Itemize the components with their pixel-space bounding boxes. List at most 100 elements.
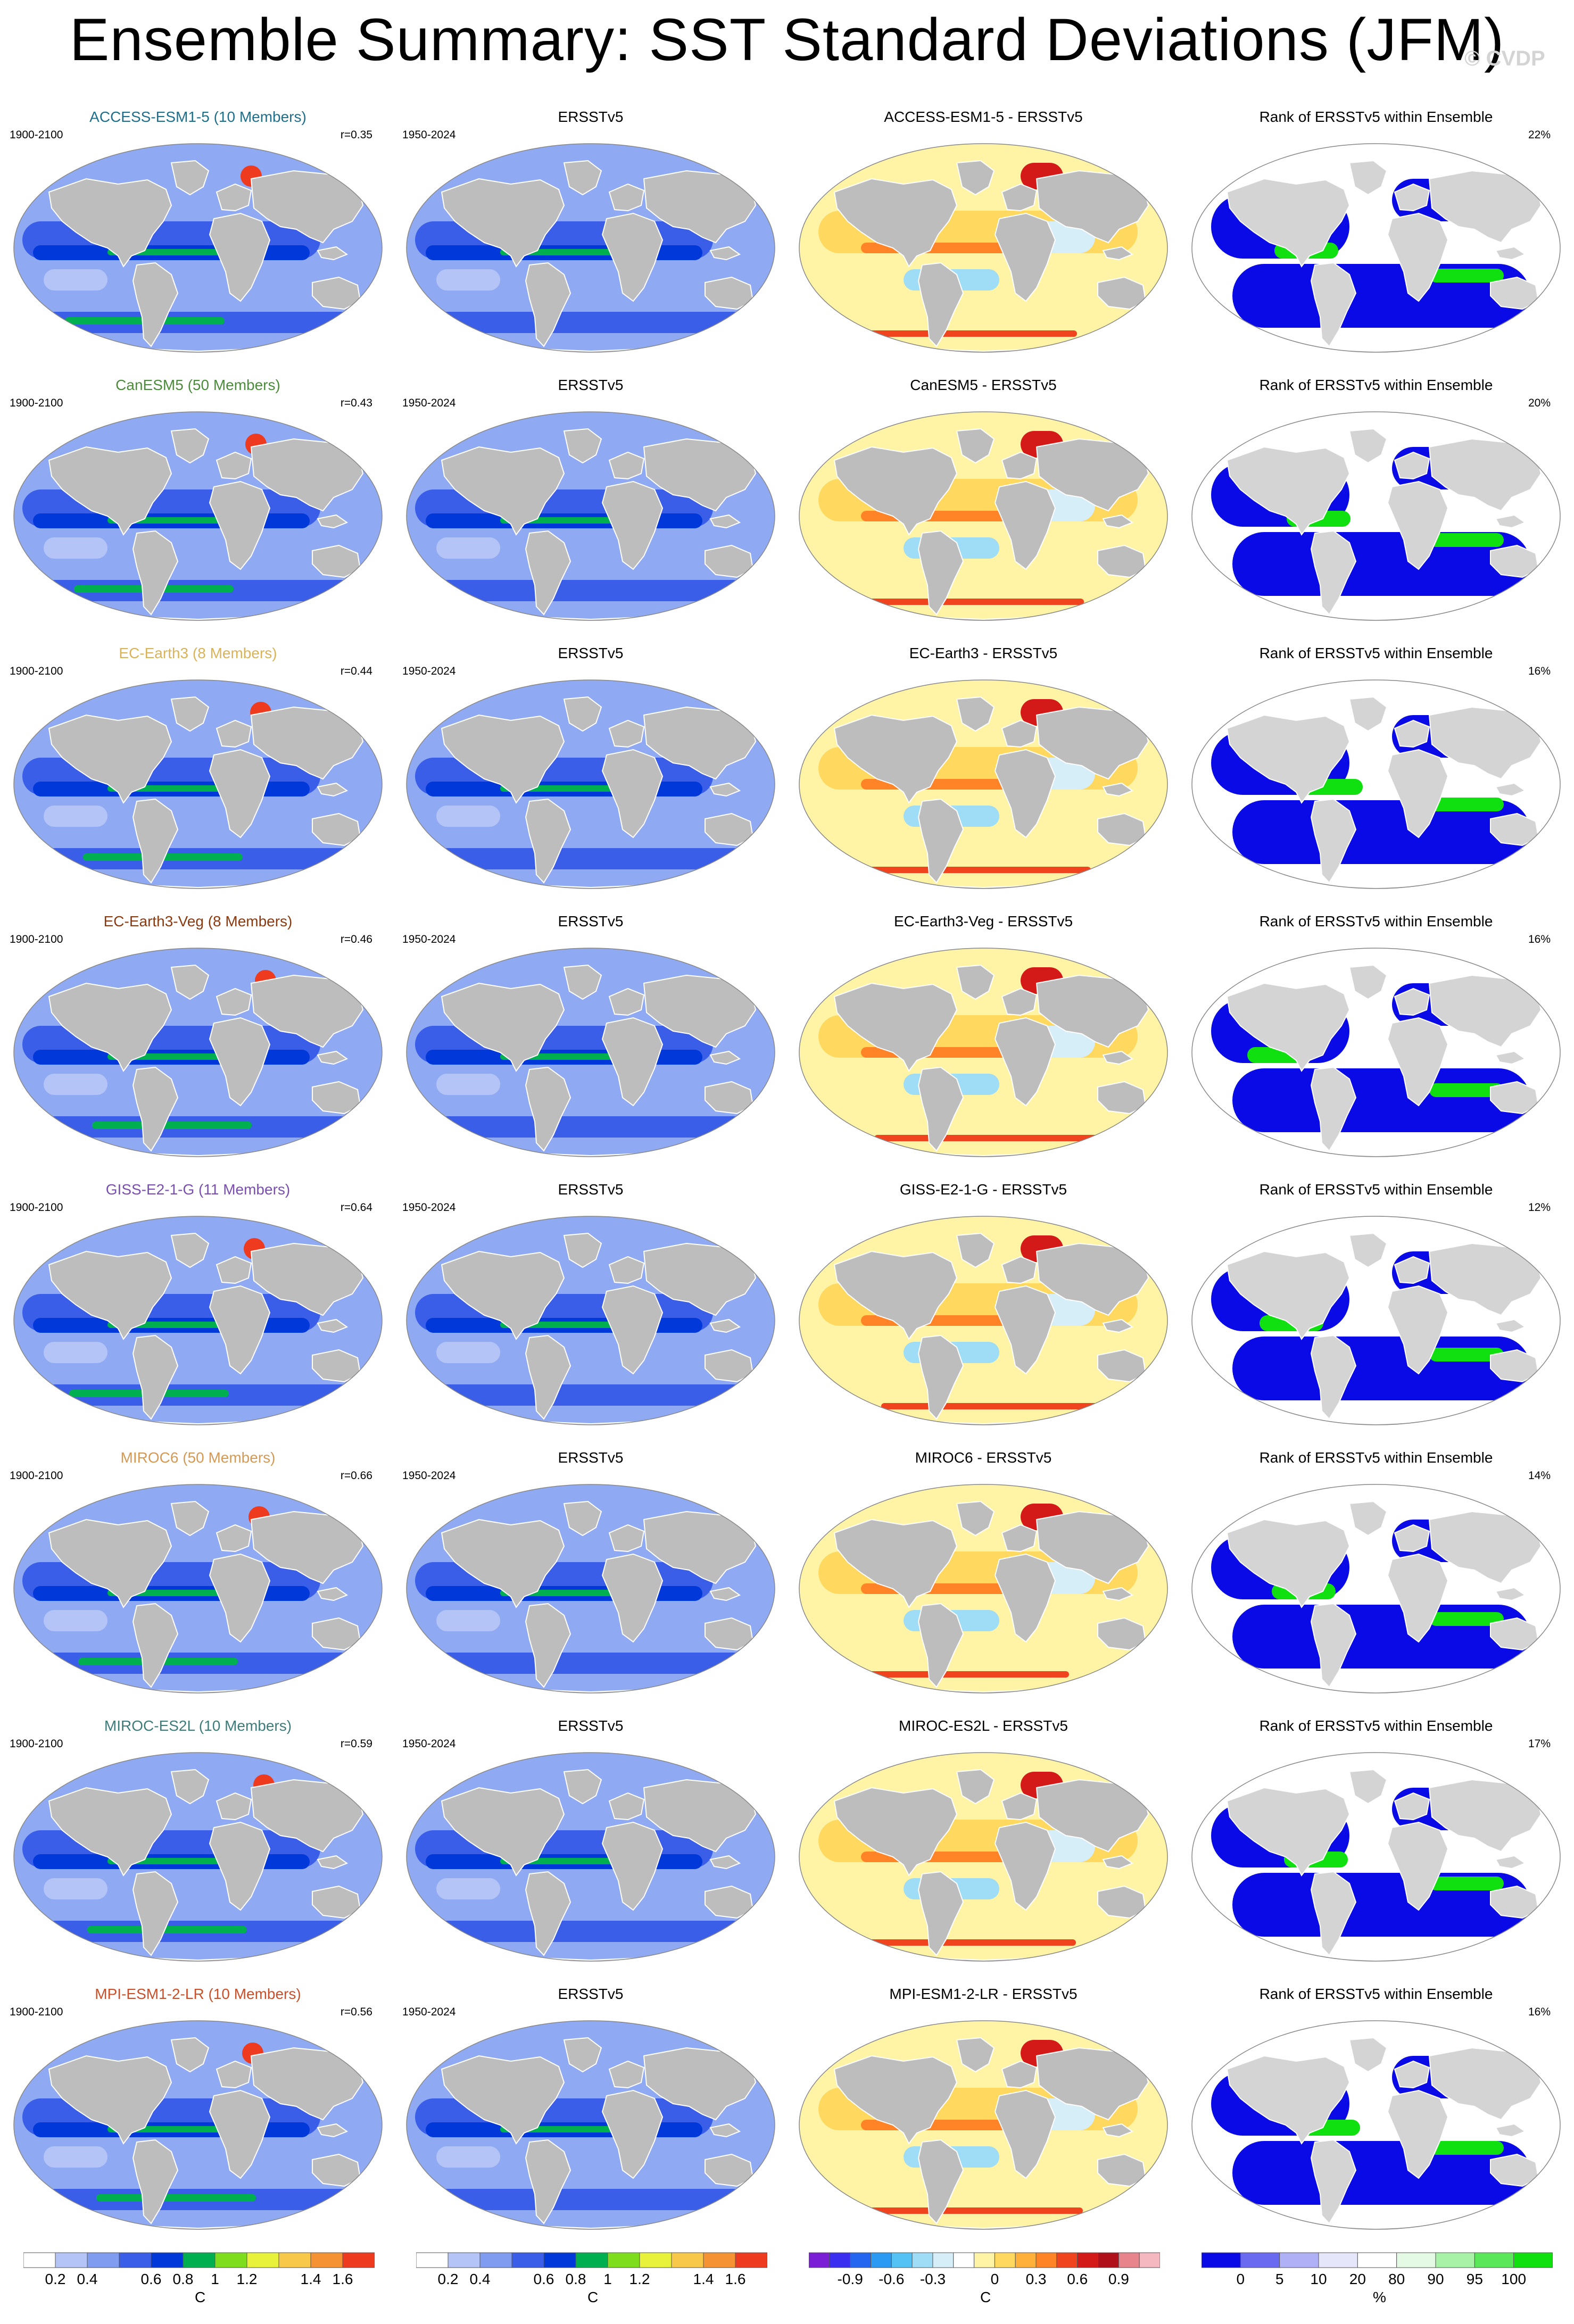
period-label: 1900-2100 (10, 2006, 63, 2018)
panel-rank-row-2: Rank of ERSSTv5 within Ensemble 16% (1178, 645, 1561, 900)
colorbar-tick-label: 0.3 (1025, 2271, 1047, 2287)
colorbar-1: 0.2 0.4 0.6 0.8 1 1.2 1.4 1.6 C (416, 2252, 767, 2315)
colorbar-swatch (310, 2252, 343, 2268)
panel-title-diff: MPI-ESM1-2-LR - ERSSTv5 (889, 1986, 1078, 2002)
pattern-correlation: r=0.35 (340, 129, 372, 141)
colorbar-swatch (1240, 2252, 1280, 2268)
colorbar-swatch (448, 2252, 481, 2268)
colorbar-tick-label: 1.6 (332, 2271, 353, 2287)
colorbar-swatch (1118, 2252, 1140, 2268)
panel-diff-row-3: EC-Earth3-Veg - ERSSTv5 (785, 913, 1168, 1168)
colorbar-tick-label: 1.6 (725, 2271, 746, 2287)
pattern-correlation: r=0.44 (340, 665, 372, 677)
colorbar-swatch (829, 2252, 851, 2268)
rank-percent: 22% (1528, 129, 1551, 141)
pattern-correlation: r=0.43 (340, 397, 372, 409)
colorbar-swatch (932, 2252, 954, 2268)
panel-title-diff: CanESM5 - ERSSTv5 (910, 377, 1057, 393)
panel-obs-row-4: ERSSTv5 1950-2024 (393, 1181, 775, 1437)
rank-percent: 17% (1528, 1738, 1551, 1750)
panel-title-model: EC-Earth3-Veg (8 Members) (103, 913, 293, 929)
panel-title-model: EC-Earth3 (8 Members) (119, 645, 277, 661)
map-obs (404, 410, 777, 622)
panel-title-rank: Rank of ERSSTv5 within Ensemble (1259, 377, 1493, 393)
panel-title-model: MIROC6 (50 Members) (120, 1449, 276, 1466)
colorbar-swatch (1098, 2252, 1119, 2268)
panel-diff-row-7: MPI-ESM1-2-LR - ERSSTv5 (785, 1986, 1168, 2241)
colorbar-tick-label: 0.2 (45, 2271, 66, 2287)
colorbar-tick-label: 80 (1388, 2271, 1405, 2287)
panel-obs-row-1: ERSSTv5 1950-2024 (393, 377, 775, 632)
colorbar-swatch (735, 2252, 767, 2268)
period-label: 1900-2100 (10, 1738, 63, 1750)
panel-model-row-7: MPI-ESM1-2-LR (10 Members) 1900-2100 r=0.5… (0, 1986, 383, 2241)
colorbar-swatch (1202, 2252, 1241, 2268)
period-label: 1950-2024 (402, 1470, 456, 1482)
colorbar-tick-label: -0.9 (837, 2271, 863, 2287)
colorbar-units: C (980, 2289, 991, 2305)
colorbar-tick-label: 0 (990, 2271, 999, 2287)
colorbar-swatch (183, 2252, 216, 2268)
panel-title-rank: Rank of ERSSTv5 within Ensemble (1259, 109, 1493, 125)
map-obs (404, 678, 777, 891)
colorbar-tick-label: 1 (211, 2271, 219, 2287)
rank-percent: 16% (1528, 665, 1551, 677)
rank-percent: 16% (1528, 2006, 1551, 2018)
panel-rank-row-3: Rank of ERSSTv5 within Ensemble 16% (1178, 913, 1561, 1168)
panel-model-row-5: MIROC6 (50 Members) 1900-2100 r=0.66 (0, 1449, 383, 1705)
panel-title-rank: Rank of ERSSTv5 within Ensemble (1259, 645, 1493, 661)
map-model (12, 678, 384, 891)
map-obs (404, 142, 777, 354)
map-model (12, 142, 384, 354)
colorbar-swatch (1513, 2252, 1553, 2268)
panel-rank-row-6: Rank of ERSSTv5 within Ensemble 17% (1178, 1717, 1561, 1973)
panel-rank-row-1: Rank of ERSSTv5 within Ensemble 20% (1178, 377, 1561, 632)
colorbar-swatch (342, 2252, 375, 2268)
colorbar-tick-label: 1.4 (300, 2271, 321, 2287)
panel-title-diff: GISS-E2-1-G - ERSSTv5 (899, 1181, 1067, 1198)
colorbar-swatch (151, 2252, 184, 2268)
map-obs (404, 1750, 777, 1963)
map-model (12, 1750, 384, 1963)
colorbar-tick-label: 0.9 (1108, 2271, 1129, 2287)
panel-title-diff: EC-Earth3 - ERSSTv5 (909, 645, 1058, 661)
colorbar-tick-label: 100 (1501, 2271, 1527, 2287)
period-label: 1900-2100 (10, 129, 63, 141)
panel-obs-row-7: ERSSTv5 1950-2024 (393, 1986, 775, 2241)
colorbar-tick-label: 20 (1349, 2271, 1366, 2287)
panel-title-obs: ERSSTv5 (558, 1986, 624, 2002)
colorbar-swatch (1318, 2252, 1358, 2268)
map-model (12, 2019, 384, 2231)
period-label: 1950-2024 (402, 933, 456, 945)
colorbar-swatch (55, 2252, 88, 2268)
panel-obs-row-5: ERSSTv5 1950-2024 (393, 1449, 775, 1705)
map-diff (797, 142, 1170, 354)
colorbar-swatch (1015, 2252, 1037, 2268)
colorbar-units: C (587, 2289, 599, 2305)
panel-title-model: MPI-ESM1-2-LR (10 Members) (95, 1986, 301, 2002)
colorbar-swatch (912, 2252, 933, 2268)
panel-title-model: CanESM5 (50 Members) (115, 377, 280, 393)
colorbar-swatch (416, 2252, 449, 2268)
colorbar-tick-label: 0.6 (1067, 2271, 1088, 2287)
colorbar-swatch (891, 2252, 913, 2268)
panel-title-obs: ERSSTv5 (558, 1181, 624, 1198)
colorbar-tick-label: 1.2 (629, 2271, 650, 2287)
period-label: 1950-2024 (402, 1738, 456, 1750)
colorbar-swatch (1357, 2252, 1397, 2268)
colorbar-tick-label: 0.6 (140, 2271, 162, 2287)
period-label: 1900-2100 (10, 1201, 63, 1214)
pattern-correlation: r=0.46 (340, 933, 372, 945)
colorbar-0: 0.2 0.4 0.6 0.8 1 1.2 1.4 1.6 C (23, 2252, 375, 2315)
panel-title-model: MIROC-ES2L (10 Members) (104, 1717, 292, 1734)
map-diff (797, 410, 1170, 622)
map-rank (1190, 1214, 1562, 1427)
panel-title-rank: Rank of ERSSTv5 within Ensemble (1259, 1986, 1493, 2002)
panel-obs-row-6: ERSSTv5 1950-2024 (393, 1717, 775, 1973)
pattern-correlation: r=0.66 (340, 1470, 372, 1482)
colorbar-swatch (543, 2252, 576, 2268)
colorbar-swatch (575, 2252, 608, 2268)
colorbar-tick-label: -0.3 (919, 2271, 946, 2287)
colorbar-swatch (703, 2252, 736, 2268)
colorbar-swatch (974, 2252, 995, 2268)
